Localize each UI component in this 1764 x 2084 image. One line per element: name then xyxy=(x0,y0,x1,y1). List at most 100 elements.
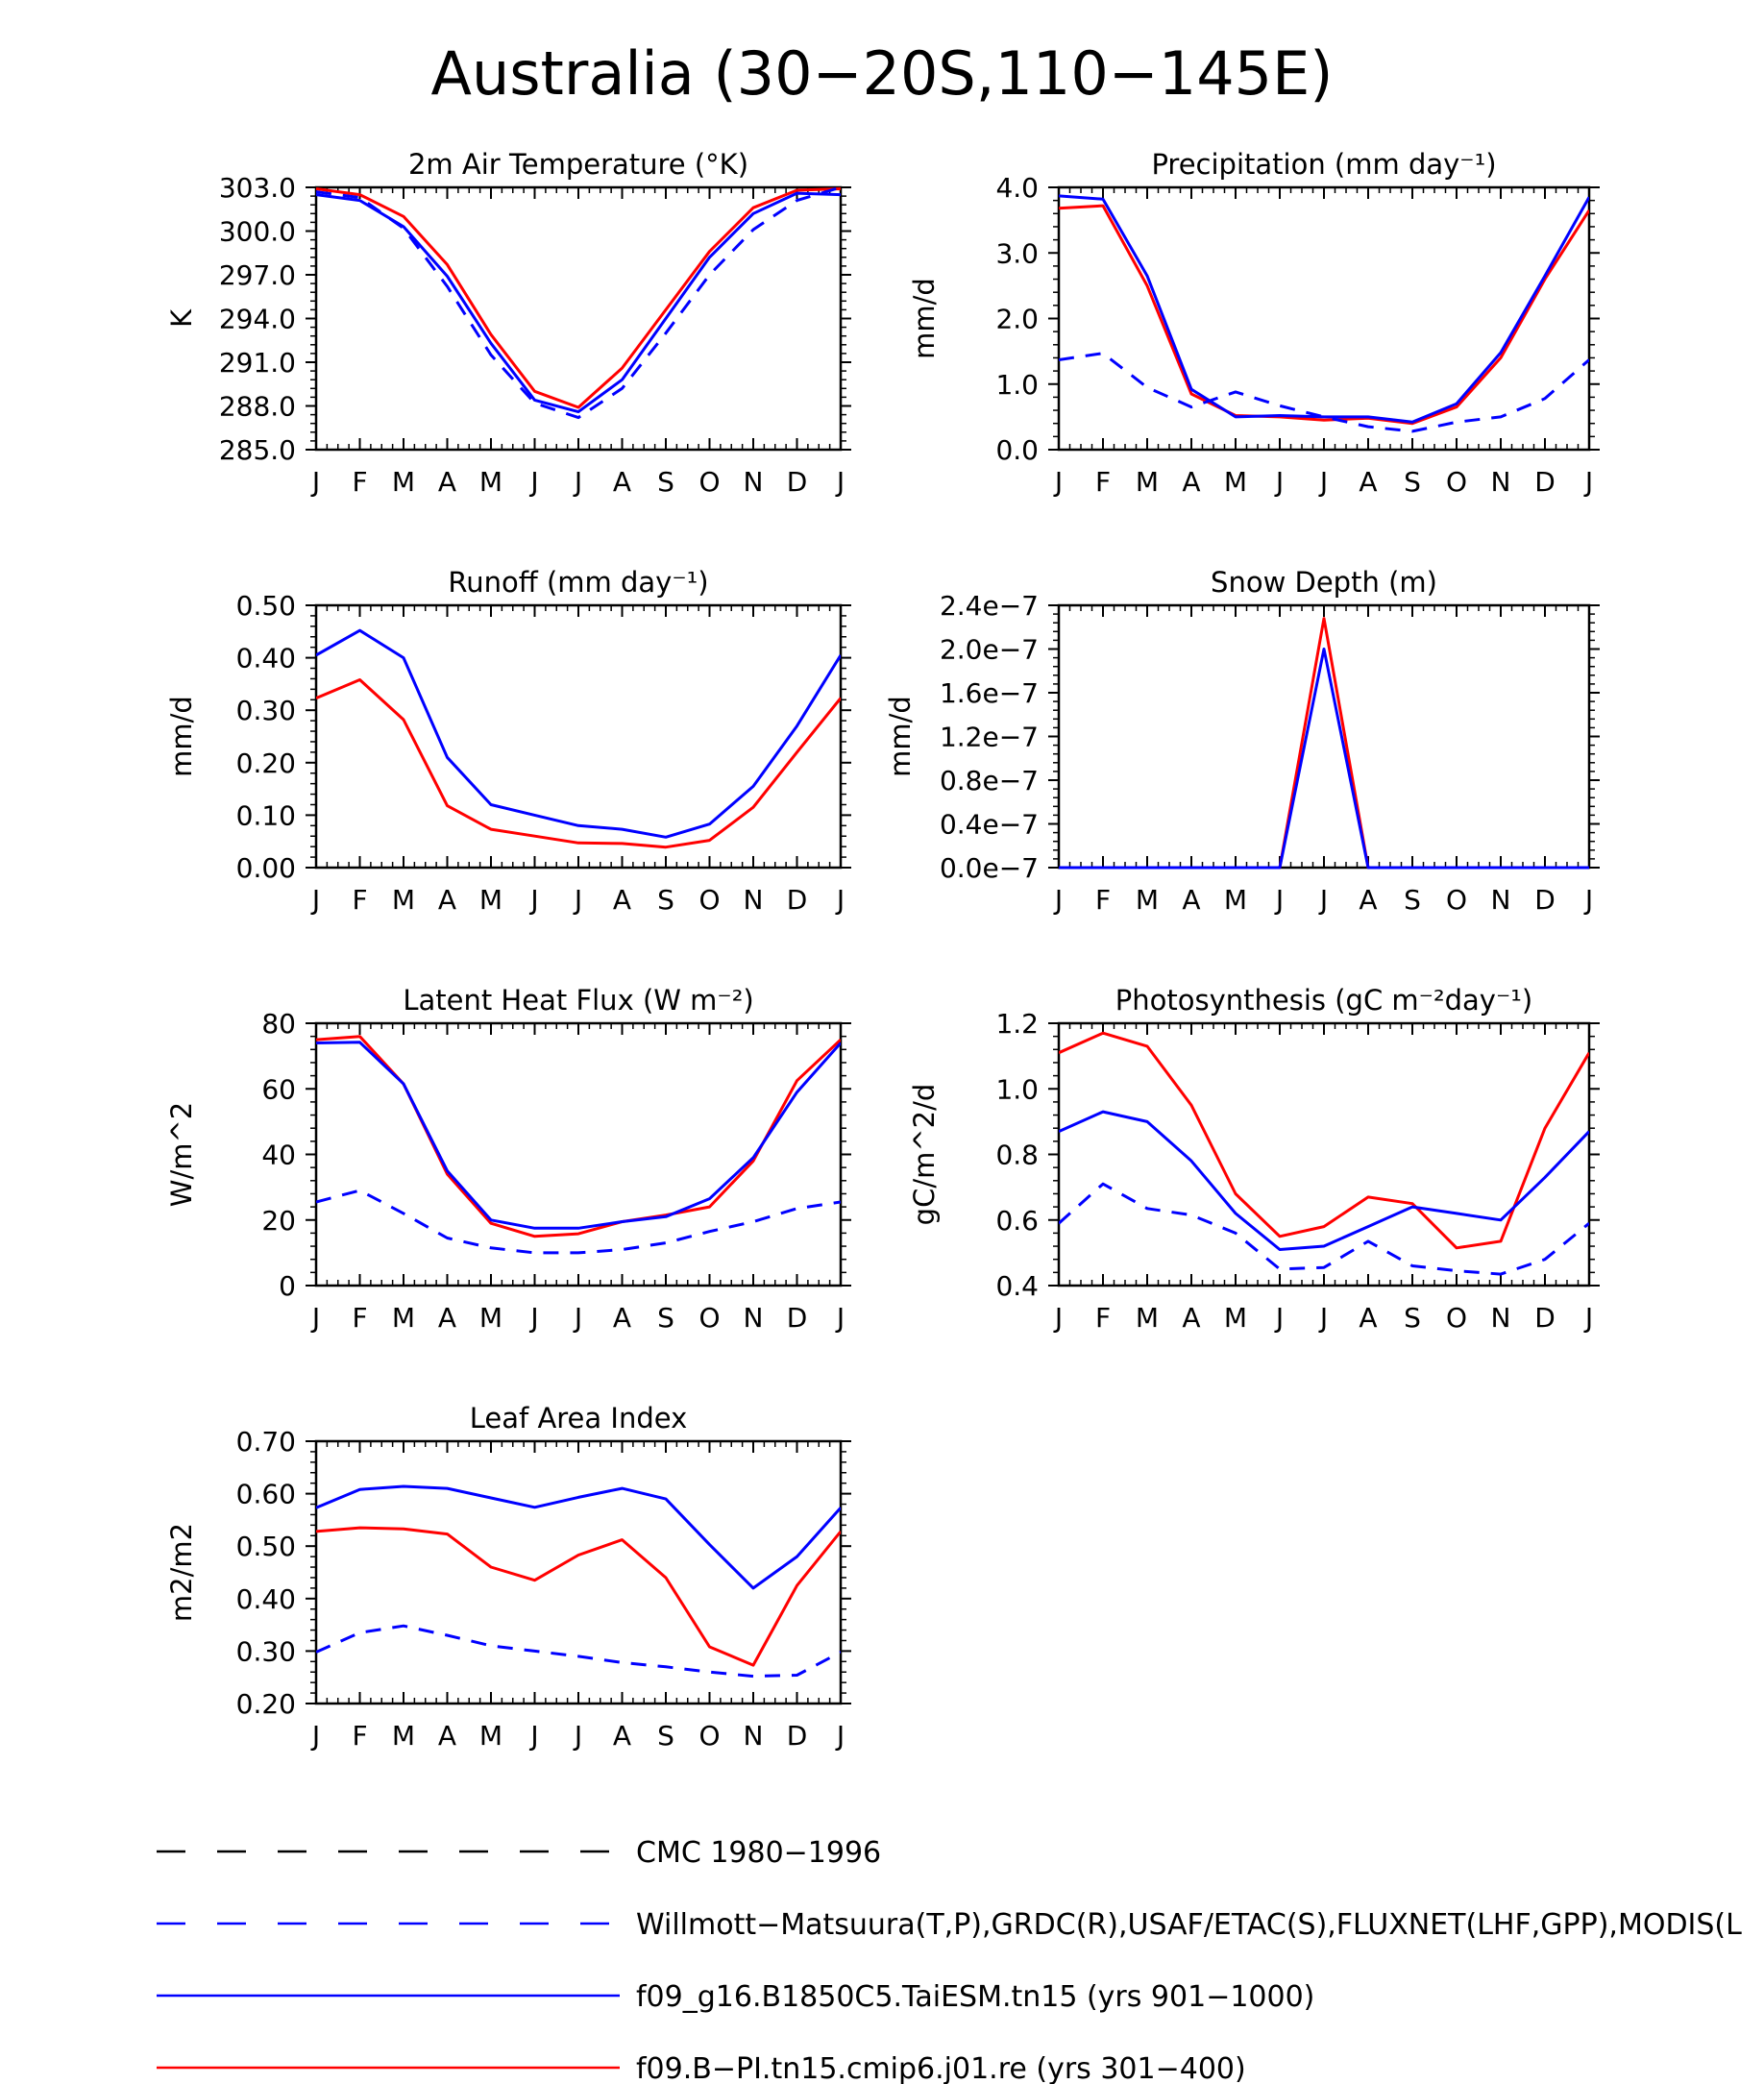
x-tick-label: A xyxy=(1182,884,1200,916)
x-tick-label: A xyxy=(1182,1302,1200,1334)
x-tick-label: A xyxy=(613,1302,631,1334)
x-tick-label: F xyxy=(1095,466,1111,498)
model-series-line xyxy=(1059,204,1589,426)
x-tick-label: F xyxy=(352,466,367,498)
y-tick-label: 2.0 xyxy=(995,304,1039,335)
x-tick-label: J xyxy=(1318,884,1328,916)
y-tick-label: 1.0 xyxy=(995,1073,1039,1105)
y-tick-label: 0.10 xyxy=(236,799,296,831)
x-tick-label: O xyxy=(698,466,720,498)
x-tick-label: J xyxy=(1053,466,1063,498)
legend-label: f09.B−PI.tn15.cmip6.j01.re (yrs 301−400) xyxy=(636,2052,1246,2084)
y-tick-label: 0.70 xyxy=(236,1426,296,1458)
x-tick-label: J xyxy=(1053,884,1063,916)
x-tick-label: A xyxy=(1182,466,1200,498)
x-tick-label: A xyxy=(438,466,456,498)
y-tick-label: 1.6e−7 xyxy=(940,677,1039,709)
y-tick-label: 0.4 xyxy=(995,1270,1039,1302)
x-tick-label: M xyxy=(392,466,415,498)
x-tick-label: J xyxy=(310,1302,320,1334)
y-tick-label: 3.0 xyxy=(995,237,1039,269)
y-axis-label: mm/d xyxy=(884,696,917,777)
x-tick-label: J xyxy=(573,884,582,916)
x-tick-label: J xyxy=(1274,1302,1284,1334)
model-series-line xyxy=(1059,194,1589,424)
plot-frame xyxy=(1057,603,1591,870)
x-tick-label: A xyxy=(438,1302,456,1334)
x-tick-label: J xyxy=(1318,1302,1328,1334)
model-series-line xyxy=(316,1484,841,1590)
x-tick-label: J xyxy=(528,884,538,916)
y-tick-label: 0.60 xyxy=(236,1479,296,1510)
x-tick-label: M xyxy=(479,466,502,498)
x-tick-label: O xyxy=(1446,466,1467,498)
y-tick-label: 0.0e−7 xyxy=(940,852,1039,884)
x-tick-label: M xyxy=(1136,1302,1159,1334)
legend: CMC 1980−1996 Willmott−Matsuura(T,P),GRDC… xyxy=(157,1836,1742,2084)
x-tick-label: J xyxy=(1583,466,1593,498)
panel-title: Leaf Area Index xyxy=(470,1402,687,1434)
x-tick-label: M xyxy=(392,1302,415,1334)
chart-panel-6: Photosynthesis (gC m⁻²day⁻¹)J F M A M J J A S O N D… xyxy=(908,984,1600,1334)
y-tick-label: 20 xyxy=(261,1205,296,1237)
y-tick-label: 0.30 xyxy=(236,695,296,726)
y-tick-label: 1.0 xyxy=(995,369,1039,401)
legend-label: CMC 1980−1996 xyxy=(636,1836,881,1870)
x-tick-label: A xyxy=(613,884,631,916)
x-tick-label: N xyxy=(1491,1302,1511,1334)
obs-series-line xyxy=(316,1189,841,1255)
y-tick-label: 1.2 xyxy=(995,1008,1039,1040)
x-tick-label: A xyxy=(1359,466,1377,498)
x-tick-label: F xyxy=(352,1720,367,1752)
x-tick-label: N xyxy=(744,1302,764,1334)
x-tick-label: A xyxy=(613,1720,631,1752)
x-tick-label: J xyxy=(310,884,320,916)
x-tick-label: J xyxy=(1583,1302,1593,1334)
x-tick-label: J xyxy=(835,1302,845,1334)
x-tick-label: M xyxy=(392,884,415,916)
chart-panel-4: Snow Depth (m)J F M A M J J A S O N D J0.0e−70.4e−70… xyxy=(884,566,1600,916)
y-tick-label: 4.0 xyxy=(995,172,1039,204)
legend-label: Willmott−Matsuura(T,P),GRDC(R),USAF/ETAC… xyxy=(636,1908,1742,1942)
x-tick-label: F xyxy=(352,1302,367,1334)
x-tick-label: J xyxy=(1583,884,1593,916)
x-tick-label: A xyxy=(438,1720,456,1752)
x-tick-label: F xyxy=(1095,1302,1111,1334)
y-tick-label: 291.0 xyxy=(219,347,296,379)
x-tick-label: N xyxy=(744,1720,764,1752)
x-tick-label: M xyxy=(1224,1302,1247,1334)
x-tick-label: A xyxy=(1359,1302,1377,1334)
x-tick-label: J xyxy=(528,1720,538,1752)
x-tick-label: A xyxy=(1359,884,1377,916)
model-series-line xyxy=(316,1035,841,1238)
y-tick-label: 60 xyxy=(261,1073,296,1105)
x-tick-label: M xyxy=(479,1720,502,1752)
y-tick-label: 294.0 xyxy=(219,304,296,335)
y-tick-label: 0.0 xyxy=(995,434,1039,466)
y-tick-label: 0.00 xyxy=(236,852,296,884)
x-tick-label: S xyxy=(1404,466,1421,498)
x-tick-label: M xyxy=(1224,466,1247,498)
x-tick-label: J xyxy=(573,466,582,498)
y-tick-label: 0 xyxy=(279,1270,296,1302)
panel-title: Photosynthesis (gC m⁻²day⁻¹) xyxy=(1115,984,1532,1017)
y-tick-label: 285.0 xyxy=(219,434,296,466)
panel-title: Latent Heat Flux (W m⁻²) xyxy=(403,984,753,1017)
x-tick-label: S xyxy=(657,1720,674,1752)
panel-title: Runoff (mm day⁻¹) xyxy=(448,566,708,599)
y-tick-label: 303.0 xyxy=(219,172,296,204)
x-tick-label: O xyxy=(698,1302,720,1334)
y-tick-label: 2.4e−7 xyxy=(940,590,1039,622)
y-tick-label: 0.50 xyxy=(236,590,296,622)
y-tick-label: 288.0 xyxy=(219,391,296,423)
model-series-line xyxy=(316,191,841,414)
y-axis-label: mm/d xyxy=(908,278,941,359)
x-tick-label: O xyxy=(1446,1302,1467,1334)
x-tick-label: A xyxy=(438,884,456,916)
x-tick-label: N xyxy=(1491,466,1511,498)
x-tick-label: J xyxy=(573,1302,582,1334)
obs-series-line xyxy=(1059,352,1589,433)
y-tick-label: 0.6 xyxy=(995,1205,1039,1237)
x-tick-label: J xyxy=(528,1302,538,1334)
y-tick-label: 0.8e−7 xyxy=(940,765,1039,797)
